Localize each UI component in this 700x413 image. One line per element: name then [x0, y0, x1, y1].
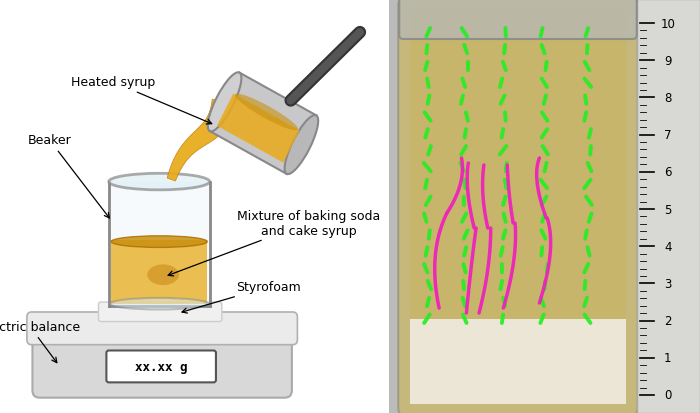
- Polygon shape: [167, 100, 237, 182]
- Text: 10: 10: [660, 17, 675, 31]
- Ellipse shape: [235, 95, 298, 131]
- Ellipse shape: [108, 174, 209, 190]
- Text: 0: 0: [664, 389, 671, 401]
- Text: 7: 7: [664, 129, 671, 142]
- Bar: [637, 0, 700, 413]
- FancyBboxPatch shape: [32, 329, 292, 398]
- Ellipse shape: [285, 116, 318, 175]
- Bar: [217, 94, 300, 163]
- Text: 4: 4: [664, 240, 671, 253]
- Text: Beaker: Beaker: [27, 134, 109, 218]
- Text: Mixture of baking soda
and cake syrup: Mixture of baking soda and cake syrup: [168, 209, 380, 276]
- Ellipse shape: [111, 236, 207, 248]
- Bar: [111, 240, 207, 304]
- Ellipse shape: [110, 298, 209, 310]
- FancyBboxPatch shape: [27, 312, 298, 345]
- Bar: [108, 182, 209, 306]
- Bar: [410, 319, 626, 404]
- Text: 5: 5: [664, 203, 671, 216]
- Text: 8: 8: [664, 92, 671, 104]
- Text: 6: 6: [664, 166, 671, 179]
- Ellipse shape: [147, 265, 179, 285]
- Text: Heated syrup: Heated syrup: [71, 76, 211, 125]
- Text: 2: 2: [664, 314, 671, 328]
- Text: xx.xx g: xx.xx g: [135, 360, 188, 373]
- FancyBboxPatch shape: [399, 0, 637, 40]
- Text: 9: 9: [664, 55, 671, 68]
- FancyBboxPatch shape: [398, 0, 638, 413]
- Text: 1: 1: [664, 351, 671, 364]
- Text: 3: 3: [664, 277, 671, 290]
- Ellipse shape: [208, 73, 241, 132]
- FancyBboxPatch shape: [99, 302, 222, 322]
- FancyBboxPatch shape: [106, 351, 216, 382]
- Bar: [210, 74, 316, 174]
- Bar: [410, 10, 626, 319]
- Text: Electric balance: Electric balance: [0, 320, 80, 363]
- Text: Styrofoam: Styrofoam: [182, 280, 301, 313]
